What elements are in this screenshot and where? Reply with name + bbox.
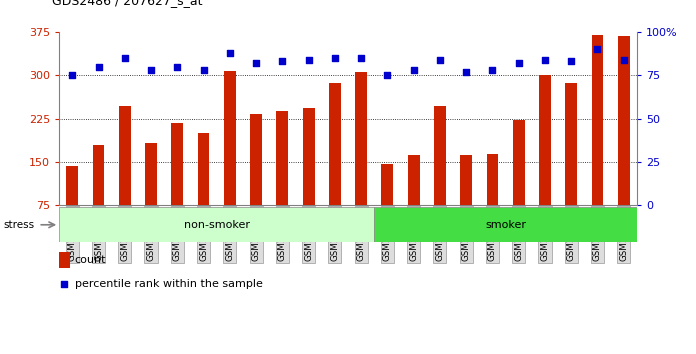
Bar <box>565 83 577 205</box>
Bar <box>487 154 498 205</box>
Point <box>461 69 472 75</box>
Bar <box>539 75 551 205</box>
Bar <box>198 133 209 205</box>
Text: GDS2486 / 207627_s_at: GDS2486 / 207627_s_at <box>52 0 203 7</box>
Point <box>67 73 78 78</box>
Bar <box>145 143 157 205</box>
Bar <box>460 155 472 205</box>
Point <box>513 60 524 66</box>
Bar <box>276 111 288 205</box>
Bar <box>408 155 420 205</box>
Point <box>251 60 262 66</box>
Point <box>93 64 104 69</box>
Bar <box>59 207 374 242</box>
Bar <box>224 70 236 205</box>
Point <box>329 55 340 61</box>
Bar <box>59 252 70 268</box>
Bar <box>119 106 131 205</box>
Point <box>618 57 629 62</box>
Bar <box>93 144 104 205</box>
Point <box>224 50 235 56</box>
Text: non-smoker: non-smoker <box>184 220 250 230</box>
Point <box>58 281 70 287</box>
Point <box>434 57 445 62</box>
Point <box>356 55 367 61</box>
Point <box>172 64 183 69</box>
Bar <box>381 164 393 205</box>
Point <box>487 67 498 73</box>
Bar <box>250 114 262 205</box>
Point <box>119 55 130 61</box>
Text: stress: stress <box>3 220 35 230</box>
Point <box>539 57 551 62</box>
Bar <box>592 35 603 205</box>
Bar <box>171 122 183 205</box>
Text: count: count <box>74 255 106 265</box>
Point <box>277 58 288 64</box>
Bar <box>355 72 367 205</box>
Bar <box>618 36 630 205</box>
Text: percentile rank within the sample: percentile rank within the sample <box>74 279 262 289</box>
Point <box>145 67 157 73</box>
Point <box>592 46 603 52</box>
Bar <box>303 108 315 205</box>
Bar <box>434 106 446 205</box>
Point <box>408 67 419 73</box>
Point <box>382 73 393 78</box>
Bar <box>513 120 525 205</box>
Point <box>198 67 209 73</box>
Bar <box>374 207 637 242</box>
Text: smoker: smoker <box>485 220 526 230</box>
Point <box>566 58 577 64</box>
Bar <box>329 83 341 205</box>
Point <box>303 57 314 62</box>
Bar <box>66 166 78 205</box>
